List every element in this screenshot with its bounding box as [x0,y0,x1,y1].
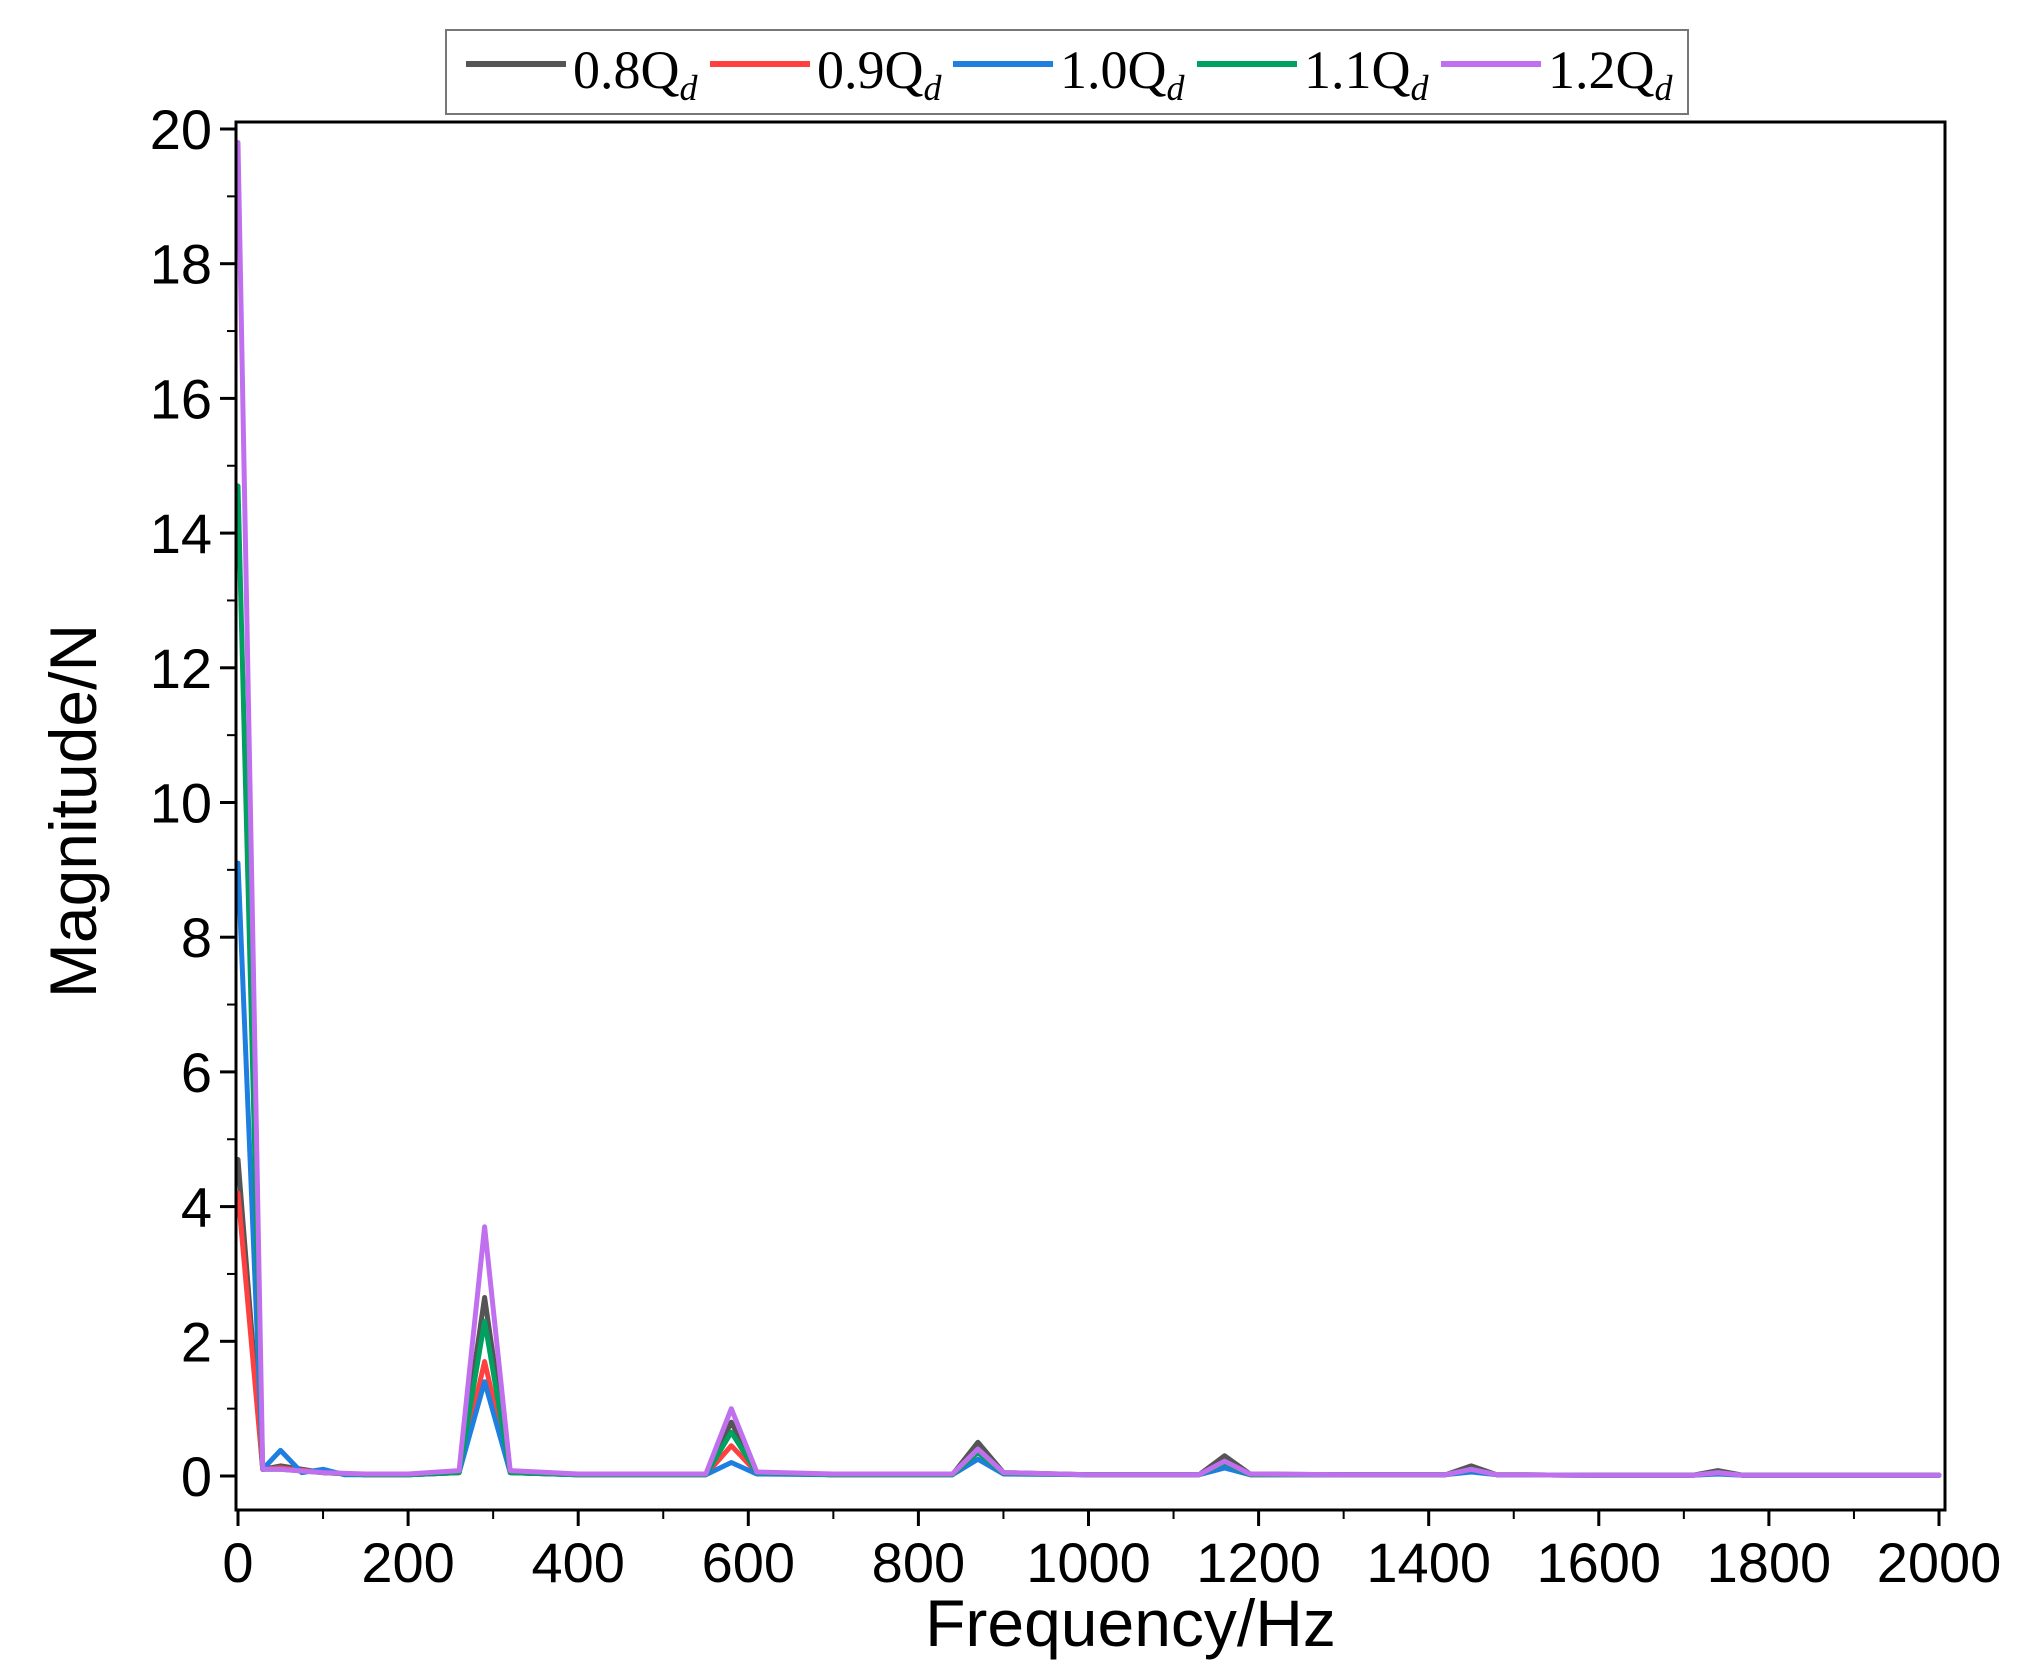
plot-lines [235,140,1942,1478]
y-tick-label: 0 [181,1445,212,1508]
x-tick-label: 1400 [1366,1531,1491,1594]
series-line [235,140,1942,1478]
y-tick-label: 18 [150,233,212,296]
series-line [235,1190,1942,1478]
plot-frame [234,120,1947,1512]
y-tick-label: 20 [150,98,212,161]
x-axis-title: Frequency/Hz [925,1586,1336,1660]
x-tick-label: 200 [361,1531,454,1594]
legend-label: 0.9Qd [817,40,943,108]
y-tick-label: 16 [150,367,212,430]
axis-ticks: 0 200 400 600 800 1000 1200 1400 1600 1800 2000 0 2 4… [150,98,2002,1594]
x-tick-label: 2000 [1877,1531,2002,1594]
x-tick-label: 600 [702,1531,795,1594]
legend-label: 0.8Qd [573,40,699,108]
x-tick-label: 800 [872,1531,965,1594]
y-tick-label: 2 [181,1310,212,1373]
legend: 0.8Qd 0.9Qd 1.0Qd 1.1Qd 1.2Qd [445,29,1689,115]
x-tick-label: 0 [222,1531,253,1594]
x-tick-label: 1800 [1707,1531,1832,1594]
y-tick-label: 12 [150,637,212,700]
y-axis-title: Magnitude/N [36,624,110,998]
legend-label: 1.2Qd [1548,40,1674,108]
x-tick-label: 400 [531,1531,624,1594]
x-tick-label: 1200 [1196,1531,1321,1594]
x-tick-label: 1000 [1026,1531,1151,1594]
y-tick-label: 10 [150,772,212,835]
legend-box [445,29,1689,115]
x-tick-label: 1600 [1537,1531,1662,1594]
y-tick-label: 14 [150,502,212,565]
y-tick-label: 8 [181,906,212,969]
legend-label: 1.0Qd [1060,40,1186,108]
legend-label: 1.1Qd [1304,40,1430,108]
y-tick-label: 6 [181,1041,212,1104]
y-tick-label: 4 [181,1176,212,1239]
